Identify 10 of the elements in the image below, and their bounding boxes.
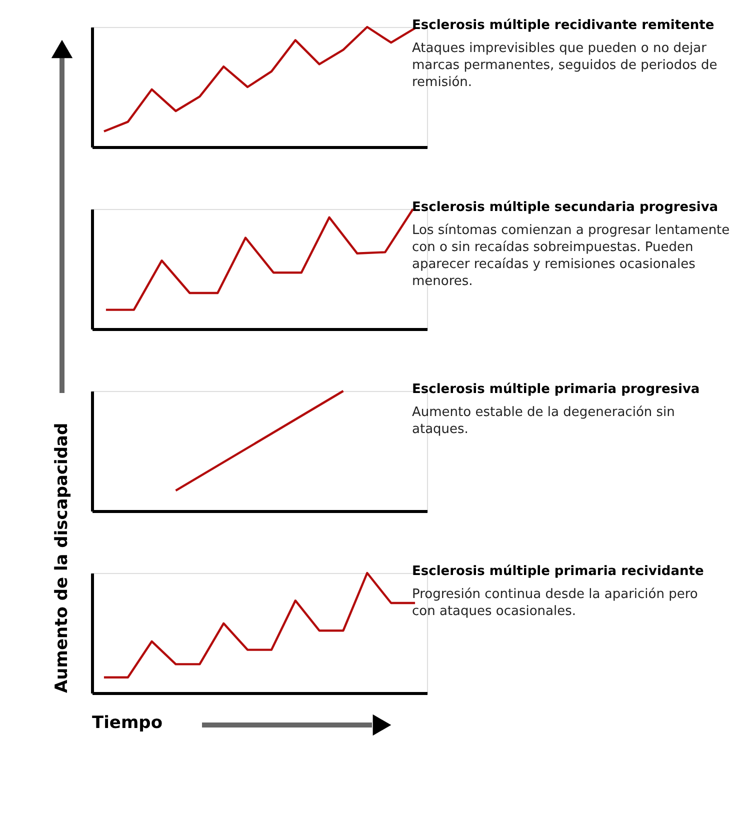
y-axis-title: Aumento de la discapacidad (52, 422, 72, 693)
text: Esclerosis múltiple primaria progresiva (412, 382, 700, 397)
text: Aumento estable de la degeneración sin ataques. (412, 405, 675, 437)
text: Esclerosis múltiple primaria recividante (412, 564, 704, 579)
text: Los síntomas comienzan a progresar lentamente con o sin recaídas sobreimpuestas. Pueden aparecer recaídas y remisiones ocasionales menores. (412, 223, 730, 289)
x-axis-title: Tiempo (92, 713, 163, 733)
text: Progresión continua desde la aparición pero con ataques ocasionales. (412, 587, 698, 619)
text: Ataques imprevisibles que pueden o no dejar marcas permanentes, seguidos de periodos de remisión. (412, 41, 718, 90)
text: Esclerosis múltiple recidivante remitente (412, 18, 714, 33)
text: Esclerosis múltiple secundaria progresiva (412, 200, 718, 215)
